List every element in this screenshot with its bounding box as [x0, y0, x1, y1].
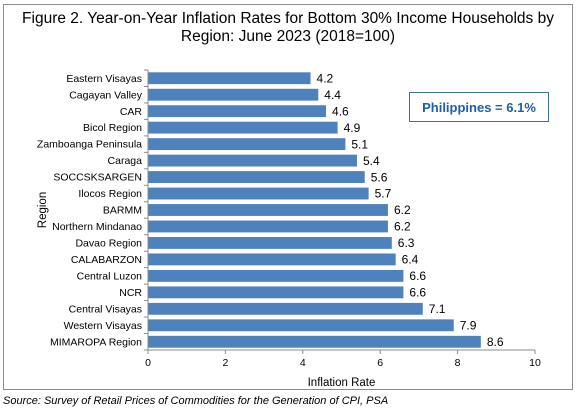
y-axis-title: Region	[37, 192, 49, 228]
category-label: NCR	[119, 287, 142, 299]
category-label: Ilocos Region	[78, 188, 142, 200]
bar	[148, 286, 404, 299]
x-axis-title: Inflation Rate	[308, 377, 376, 389]
category-label: Western Visayas	[64, 320, 142, 332]
value-label: 8.6	[487, 335, 504, 349]
category-label: Davao Region	[75, 238, 142, 250]
bar	[148, 187, 369, 200]
value-label: 4.9	[344, 121, 361, 135]
category-label: Bicol Region	[83, 122, 142, 134]
x-tick-label: 4	[300, 357, 306, 369]
value-label: 5.4	[363, 154, 380, 168]
value-label: 5.6	[371, 170, 388, 184]
bar	[148, 335, 481, 348]
x-tick-label: 0	[145, 357, 151, 369]
bar	[148, 72, 311, 85]
value-label: 4.6	[332, 104, 349, 118]
bar	[148, 204, 388, 216]
category-label: Central Luzon	[77, 270, 143, 282]
source-note: Source: Survey of Retail Prices of Commo…	[3, 395, 389, 407]
value-label: 6.4	[402, 253, 419, 267]
category-label: CALABARZON	[71, 254, 142, 266]
value-label: 5.1	[351, 137, 368, 151]
value-label: 6.2	[394, 203, 411, 217]
category-label: Zamboanga Peninsula	[37, 139, 142, 151]
value-label: 5.7	[375, 187, 392, 201]
bar	[148, 121, 338, 134]
bar	[148, 319, 454, 332]
bar	[148, 105, 327, 118]
value-label: 4.2	[317, 71, 334, 85]
bar	[148, 88, 319, 101]
x-tick-label: 8	[455, 357, 461, 369]
value-label: 4.4	[324, 88, 341, 102]
chart-title: Figure 2. Year-on-Year Inflation Rates f…	[6, 10, 570, 46]
bar	[148, 171, 365, 183]
x-tick-label: 2	[222, 357, 228, 369]
category-label: CAR	[120, 106, 143, 118]
category-label: Central Visayas	[69, 303, 142, 315]
category-label: MIMAROPA Region	[50, 336, 142, 348]
bar	[148, 154, 357, 167]
value-label: 7.1	[429, 302, 446, 316]
chart-title-line-1: Figure 2. Year-on-Year Inflation Rates f…	[22, 10, 554, 27]
bar	[148, 138, 346, 151]
category-label: Eastern Visayas	[66, 73, 142, 85]
value-label: 6.3	[398, 236, 415, 250]
bar	[148, 302, 423, 315]
category-label: Caraga	[108, 155, 143, 167]
bar	[148, 220, 388, 233]
x-tick-label: 10	[529, 357, 541, 369]
x-tick-label: 6	[377, 357, 383, 369]
chart-title-line-2: Region: June 2023 (2018=100)	[180, 28, 396, 45]
value-label: 6.6	[409, 269, 426, 283]
category-label: BARMM	[103, 205, 142, 217]
bar	[148, 253, 396, 266]
bar	[148, 269, 404, 282]
category-label: Northern Mindanao	[52, 221, 142, 233]
category-label: SOCCSKSARGEN	[53, 172, 142, 184]
value-label: 6.6	[409, 286, 426, 300]
category-label: Cagayan Valley	[69, 89, 143, 101]
bar	[148, 237, 392, 249]
value-label: 7.9	[460, 318, 477, 332]
philippines-callout: Philippines = 6.1%	[409, 92, 549, 122]
value-label: 6.2	[394, 220, 411, 234]
